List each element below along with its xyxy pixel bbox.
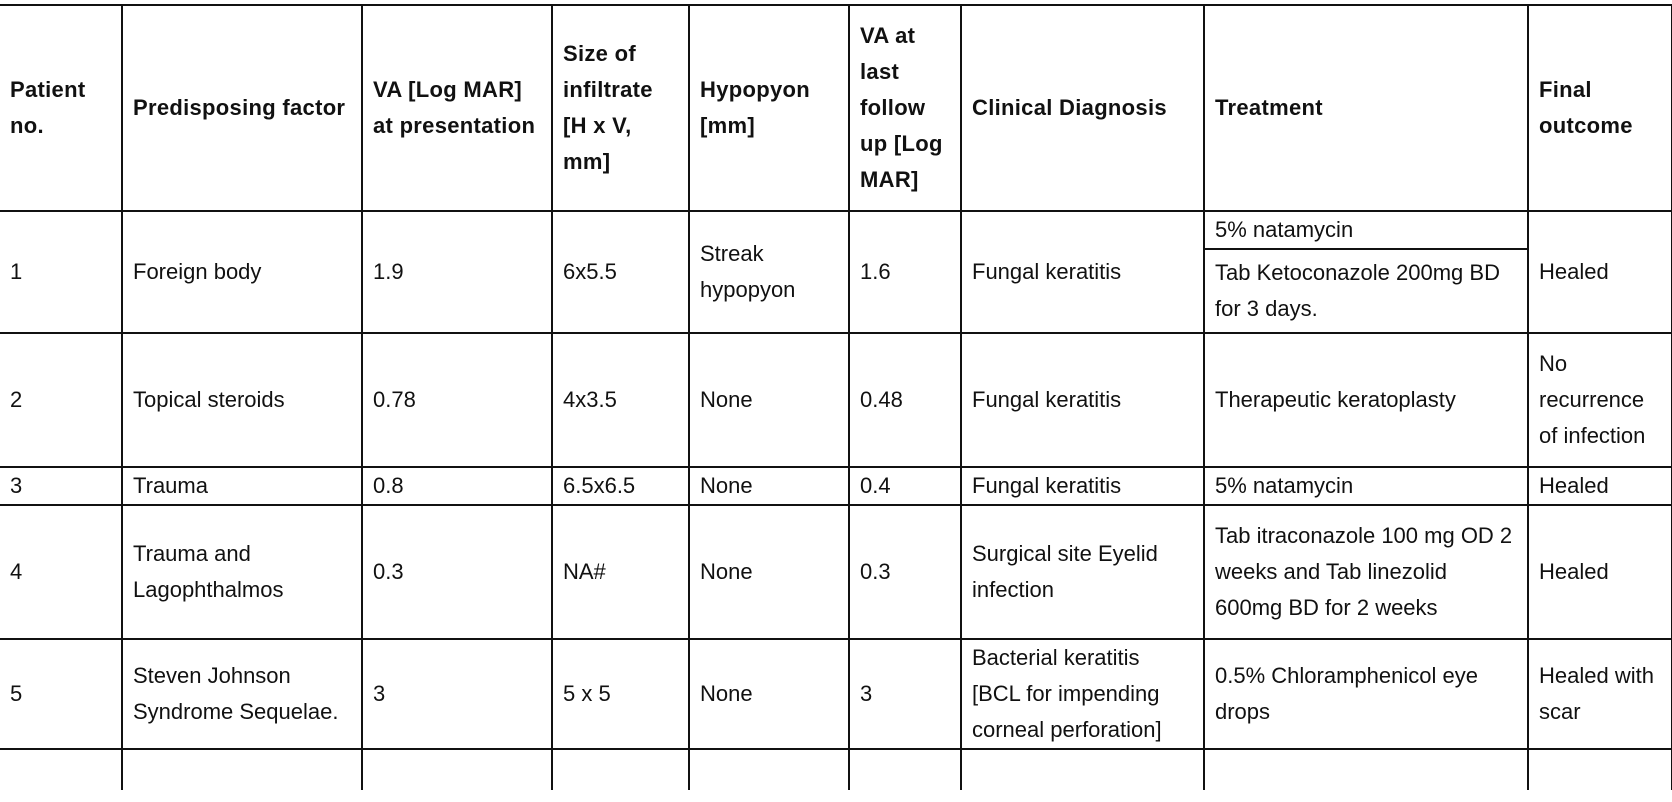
cell-clinical-diagnosis: Fungal keratitis [960,332,1205,468]
header-va-last-follow-up: VA at last follow up [Log MAR] [848,4,962,212]
cell-empty [960,748,1205,790]
cell-empty [551,748,690,790]
header-predisposing-factor: Predisposing factor [121,4,363,212]
cell-infiltrate-size: NA# [551,504,690,640]
cell-treatment: 5% natamycin [1203,466,1529,506]
cell-hypopyon: None [688,332,850,468]
cell-patient-no: 2 [0,332,123,468]
cell-patient-no: 3 [0,466,123,506]
cell-infiltrate-size: 4x3.5 [551,332,690,468]
header-patient-no: Patient no. [0,4,123,212]
cell-predisposing-factor: Topical steroids [121,332,363,468]
cell-patient-no: 1 [0,210,123,334]
header-treatment: Treatment [1203,4,1529,212]
cell-hypopyon: Streak hypopyon [688,210,850,334]
cell-infiltrate-size: 5 x 5 [551,638,690,750]
cell-va-presentation: 0.78 [361,332,553,468]
cell-empty [121,748,363,790]
cell-final-outcome: Healed [1527,466,1672,506]
cell-empty [1527,748,1672,790]
table-row-continued: Tab Ketoconazole 200mg BD for 3 days. [0,248,1672,334]
cell-va-last-follow-up: 0.3 [848,504,962,640]
cell-va-last-follow-up: 3 [848,638,962,750]
cell-hypopyon: None [688,466,850,506]
table-row: 4 Trauma and Lagophthalmos 0.3 NA# None … [0,504,1672,640]
header-row: Patient no. Predisposing factor VA [Log … [0,4,1672,212]
header-infiltrate-size: Size of infiltrate [H x V, mm] [551,4,690,212]
cell-treatment: Tab itraconazole 100 mg OD 2 weeks and T… [1203,504,1529,640]
cell-va-presentation: 3 [361,638,553,750]
table-row: 5 Steven Johnson Syndrome Sequelae. 3 5 … [0,638,1672,750]
cell-clinical-diagnosis: Fungal keratitis [960,210,1205,334]
header-hypopyon: Hypopyon [mm] [688,4,850,212]
table-row: 2 Topical steroids 0.78 4x3.5 None 0.48 … [0,332,1672,468]
cell-predisposing-factor: Foreign body [121,210,363,334]
table-row-partial [0,748,1672,790]
cell-va-last-follow-up: 0.48 [848,332,962,468]
cell-va-last-follow-up: 1.6 [848,210,962,334]
table-row: 3 Trauma 0.8 6.5x6.5 None 0.4 Fungal ker… [0,466,1672,506]
cell-predisposing-factor: Trauma [121,466,363,506]
header-final-outcome: Final outcome [1527,4,1672,212]
cell-treatment: Tab Ketoconazole 200mg BD for 3 days. [1204,248,1529,334]
clinical-outcomes-table: Patient no. Predisposing factor VA [Log … [0,4,1672,790]
cell-final-outcome: No recurrence of infection [1527,332,1672,468]
cell-patient-no: 5 [0,638,123,750]
cell-final-outcome: Healed with scar [1527,638,1672,750]
cell-final-outcome: Healed [1527,210,1672,334]
cell-patient-no: 4 [0,504,123,640]
cell-infiltrate-size: 6x5.5 [551,210,690,334]
cell-treatment: 5% natamycin [1203,210,1529,250]
cell-clinical-diagnosis: Bacterial keratitis [BCL for impending c… [960,638,1205,750]
header-clinical-diagnosis: Clinical Diagnosis [960,4,1205,212]
cell-hypopyon: None [688,504,850,640]
cell-empty [1203,748,1529,790]
cell-va-presentation: 1.9 [361,210,553,334]
cell-infiltrate-size: 6.5x6.5 [551,466,690,506]
header-va-presentation: VA [Log MAR] at presentation [361,4,553,212]
cell-hypopyon: None [688,638,850,750]
cell-va-presentation: 0.3 [361,504,553,640]
cell-clinical-diagnosis: Surgical site Eyelid infection [960,504,1205,640]
table-row: 1 Foreign body 1.9 6x5.5 Streak hypopyon… [0,210,1672,334]
cell-final-outcome: Healed [1527,504,1672,640]
cell-empty [361,748,553,790]
cell-predisposing-factor: Trauma and Lagophthalmos [121,504,363,640]
cell-empty [0,748,123,790]
cell-treatment: Therapeutic keratoplasty [1203,332,1529,468]
cell-empty [688,748,850,790]
cell-empty [848,748,962,790]
cell-treatment: 0.5% Chloramphenicol eye drops [1203,638,1529,750]
cell-va-presentation: 0.8 [361,466,553,506]
cell-predisposing-factor: Steven Johnson Syndrome Sequelae. [121,638,363,750]
cell-va-last-follow-up: 0.4 [848,466,962,506]
cell-clinical-diagnosis: Fungal keratitis [960,466,1205,506]
